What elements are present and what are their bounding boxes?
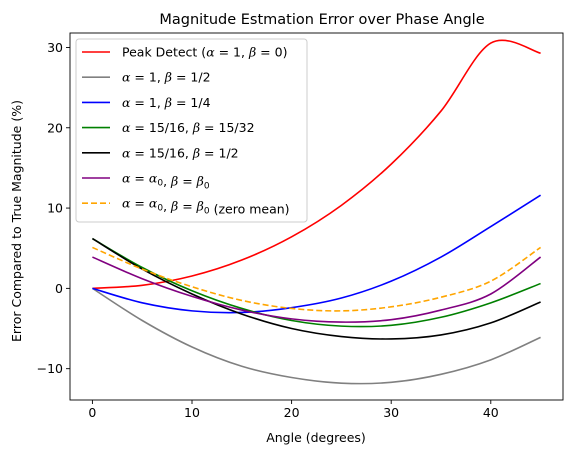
legend-box <box>75 38 308 223</box>
series-line-7 <box>92 246 542 312</box>
y-tick-label: −10 <box>37 361 63 376</box>
legend-label-1: Peak Detect (α = 1, β = 0) <box>122 45 287 60</box>
legend-label-7: α = α0, β = β0 (zero mean) <box>122 196 290 217</box>
legend-label-6: α = α0, β = β0 <box>122 171 210 192</box>
y-tick-label: 30 <box>47 40 63 55</box>
legend-label-5: α = 15/16, β = 1/2 <box>122 145 239 160</box>
legend-label-4: α = 15/16, β = 15/32 <box>122 120 255 135</box>
x-tick-label: 30 <box>383 405 399 420</box>
series-line-2 <box>91 287 541 385</box>
series-line-4 <box>92 237 541 328</box>
x-axis-label: Angle (degrees) <box>266 430 366 445</box>
legend: Peak Detect (α = 1, β = 0) α = 1, β = 1/2… <box>75 38 308 223</box>
x-tick-label: 10 <box>184 405 200 420</box>
plot-area: 0 10 20 30 40 −10 0 10 20 30 <box>37 32 564 420</box>
y-axis-label: Error Compared to True Magnitude (%) <box>9 100 24 342</box>
series-line-6 <box>92 256 542 323</box>
legend-label-3: α = 1, β = 1/4 <box>122 95 211 110</box>
plot-frame <box>69 32 564 401</box>
x-tick-label: 40 <box>483 405 499 420</box>
chart-title: Magnitude Estmation Error over Phase Ang… <box>159 12 484 28</box>
legend-label-2: α = 1, β = 1/2 <box>122 70 211 85</box>
series-group <box>91 39 542 385</box>
series-line-5 <box>91 237 541 340</box>
series-line-3 <box>92 194 542 314</box>
y-tick-label: 10 <box>47 201 63 216</box>
x-tick-label: 0 <box>88 405 96 420</box>
x-tick-label: 20 <box>284 405 300 420</box>
y-tick-label: 0 <box>55 281 63 296</box>
y-tick-label: 20 <box>47 120 63 135</box>
